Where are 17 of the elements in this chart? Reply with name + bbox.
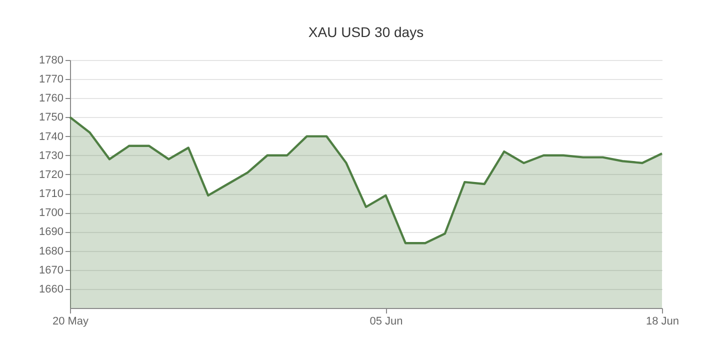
y-tick-label: 1700: [39, 207, 64, 220]
y-tick-label: 1710: [39, 188, 64, 200]
x-tick-label: 05 Jun: [370, 316, 403, 328]
chart-title: XAU USD 30 days: [308, 24, 424, 40]
y-tick-label: 1680: [39, 245, 64, 258]
y-tick-label: 1720: [39, 168, 64, 181]
y-tick-label: 1660: [39, 283, 64, 296]
x-tick-label: 20 May: [52, 316, 90, 328]
y-tick-label: 1780: [39, 54, 64, 66]
y-tick-label: 1740: [39, 130, 64, 143]
y-tick-label: 1670: [39, 264, 64, 276]
y-tick-label: 1750: [39, 112, 64, 124]
y-tick-label: 1690: [39, 226, 64, 238]
y-tick-label: 1760: [39, 92, 64, 105]
y-tick-label: 1770: [39, 74, 64, 86]
y-tick-label: 1730: [39, 150, 64, 162]
x-tick-label: 18 Jun: [646, 316, 680, 328]
